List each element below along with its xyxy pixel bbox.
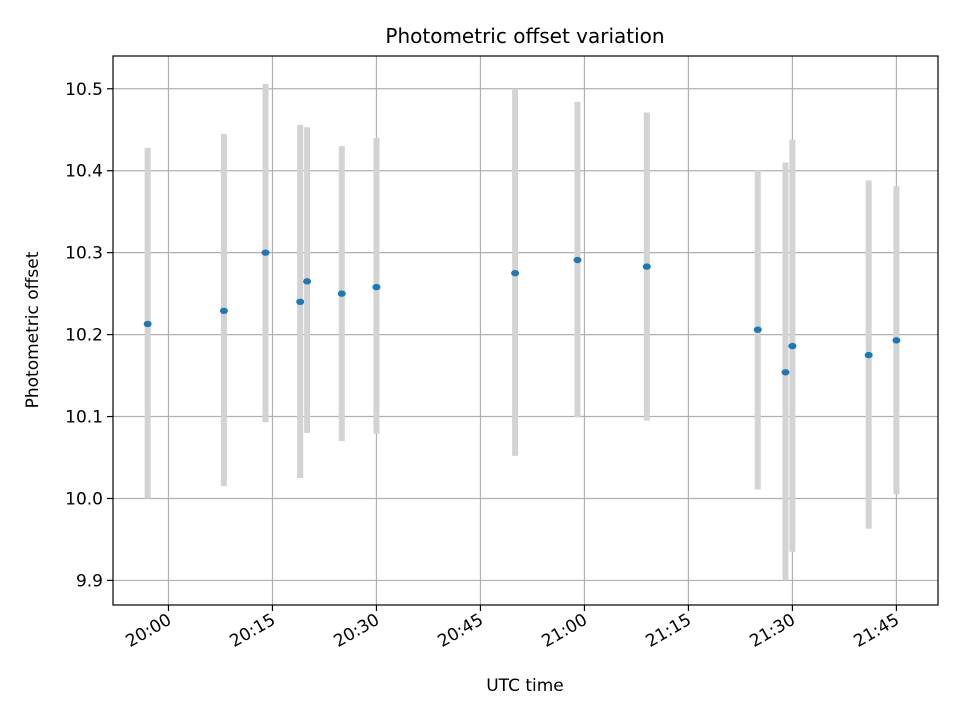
y-tick-label: 10.5 — [65, 80, 103, 100]
y-tick-label: 10.3 — [65, 244, 103, 264]
data-point — [642, 263, 651, 270]
data-point — [372, 283, 381, 291]
y-axis-label: Photometric offset — [23, 251, 43, 408]
data-point — [303, 278, 312, 285]
x-axis-label: UTC time — [486, 676, 564, 696]
y-tick-label: 10.0 — [65, 489, 103, 509]
y-tick-label: 10.2 — [65, 326, 103, 346]
chart-title: Photometric offset variation — [385, 24, 664, 48]
data-point — [573, 256, 582, 264]
data-point — [788, 342, 797, 350]
data-point — [781, 369, 790, 376]
y-tick-label: 10.4 — [65, 162, 103, 182]
data-point — [753, 326, 762, 333]
plot-frame — [112, 55, 939, 606]
data-point — [864, 351, 873, 359]
data-point — [337, 290, 346, 297]
data-point — [296, 298, 305, 306]
y-tick-label: 9.9 — [76, 571, 103, 591]
data-point — [143, 320, 152, 328]
data-point — [261, 249, 270, 256]
data-point — [219, 307, 228, 315]
data-points — [143, 249, 901, 376]
data-point — [511, 269, 520, 277]
y-tick-label: 10.1 — [65, 408, 103, 428]
data-point — [892, 337, 901, 344]
